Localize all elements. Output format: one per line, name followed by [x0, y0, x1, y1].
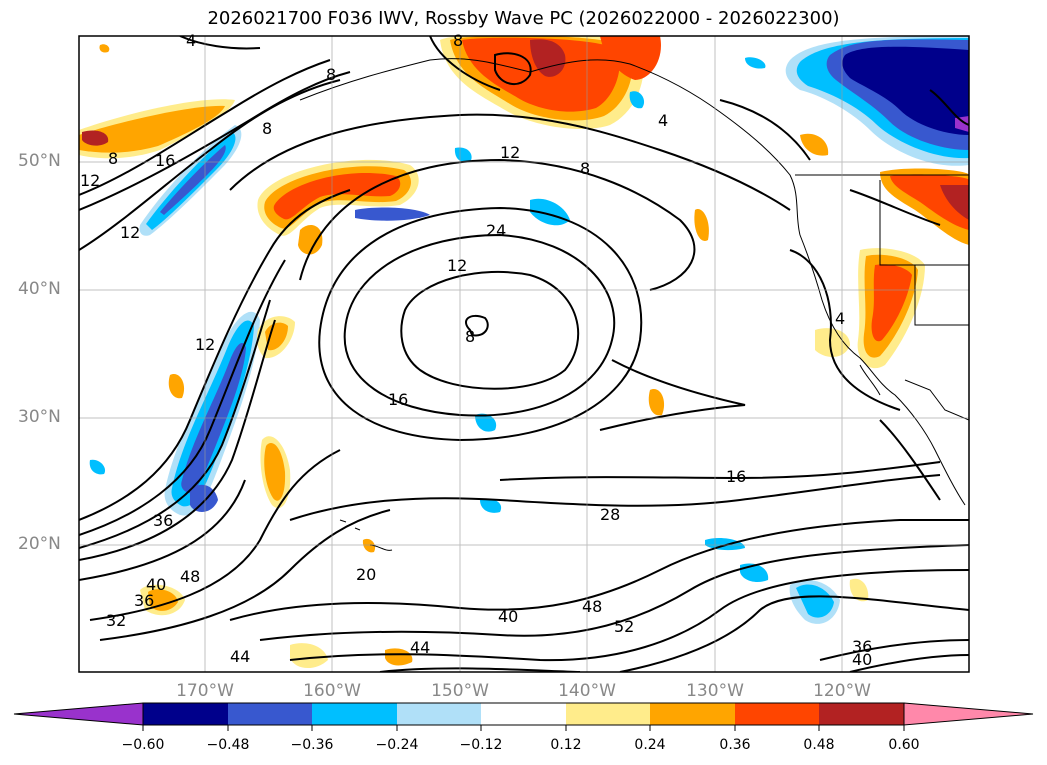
longitude-label: 120°W [813, 681, 871, 701]
anomaly-shading [79, 36, 969, 669]
contour-label: 12 [195, 335, 215, 354]
colorbar [13, 702, 1034, 731]
longitude-label: 170°W [176, 681, 234, 701]
colorbar-tick-label: 0.60 [888, 737, 920, 753]
colorbar-tick-label: −0.36 [290, 737, 334, 753]
colorbar-bin [819, 703, 904, 725]
contour-label: 48 [582, 597, 602, 616]
contour-label: 8 [108, 149, 118, 168]
contour-labels: 4 8 8 8 12 8 16 12 12 8 4 24 12 12 8 16 … [80, 31, 872, 669]
contour-label: 8 [262, 119, 272, 138]
contour-label: 8 [580, 159, 590, 178]
colorbar-bin [481, 703, 566, 725]
contour-label: 4 [658, 111, 668, 130]
coastline [299, 58, 969, 551]
contour-label: 8 [465, 327, 475, 346]
latitude-label: 40°N [18, 279, 61, 299]
colorbar-bin [312, 703, 397, 725]
contour-label: 36 [852, 637, 872, 656]
longitude-label: 130°W [686, 681, 744, 701]
colorbar-bin [566, 703, 650, 725]
colorbar-tick-label: 0.24 [634, 737, 666, 753]
colorbar-tick-label: 0.36 [719, 737, 751, 753]
latitude-label: 50°N [18, 151, 61, 171]
contour-label: 12 [120, 223, 140, 242]
contour-label: 40 [498, 607, 518, 626]
contour-label: 24 [486, 221, 506, 240]
contour-label: 4 [835, 309, 845, 328]
contour-label: 48 [180, 567, 200, 586]
colorbar-tick-label: 0.12 [550, 737, 582, 753]
contour-label: 16 [388, 390, 408, 409]
contour-label: 8 [326, 65, 336, 84]
contour-label: 8 [453, 31, 463, 50]
latitude-label: 30°N [18, 407, 61, 427]
contour-label: 36 [153, 511, 173, 530]
contour-label: 40 [852, 650, 872, 669]
map-frame [78, 35, 970, 673]
colorbar-frame [142, 702, 905, 726]
contour-label: 12 [80, 171, 100, 190]
colorbar-min-extend [13, 702, 144, 726]
contour-label: 36 [134, 591, 154, 610]
colorbar-bin [397, 703, 481, 725]
longitude-label: 140°W [558, 681, 616, 701]
colorbar-tick-label: −0.60 [121, 737, 165, 753]
colorbar-bin [143, 703, 228, 725]
colorbar-max-extend [903, 702, 1034, 726]
contour-label: 52 [614, 617, 634, 636]
contour-label: 12 [447, 256, 467, 275]
latitude-label: 20°N [18, 534, 61, 554]
colorbar-bin [228, 703, 312, 725]
colorbar-tick-label: −0.12 [459, 737, 503, 753]
colorbar-bin [735, 703, 819, 725]
contour-label: 28 [600, 505, 620, 524]
contour-label: 40 [146, 575, 166, 594]
map-title: 2026021700 F036 IWV, Rossby Wave PC (202… [207, 8, 840, 29]
contour-label: 44 [230, 647, 250, 666]
colorbar-tick-label: −0.48 [206, 737, 250, 753]
contour-label: 32 [106, 611, 126, 630]
contour-label: 20 [356, 565, 376, 584]
gridlines [79, 36, 969, 672]
colorbar-tick-label: −0.24 [375, 737, 419, 753]
contour-label: 16 [726, 467, 746, 486]
longitude-label: 150°W [431, 681, 489, 701]
longitude-label: 160°W [303, 681, 361, 701]
contour-label: 4 [186, 31, 196, 50]
contour-label: 44 [410, 638, 430, 657]
contour-label: 12 [500, 143, 520, 162]
contour-label: 16 [155, 151, 175, 170]
colorbar-bin [650, 703, 735, 725]
colorbar-tick-label: 0.48 [803, 737, 835, 753]
